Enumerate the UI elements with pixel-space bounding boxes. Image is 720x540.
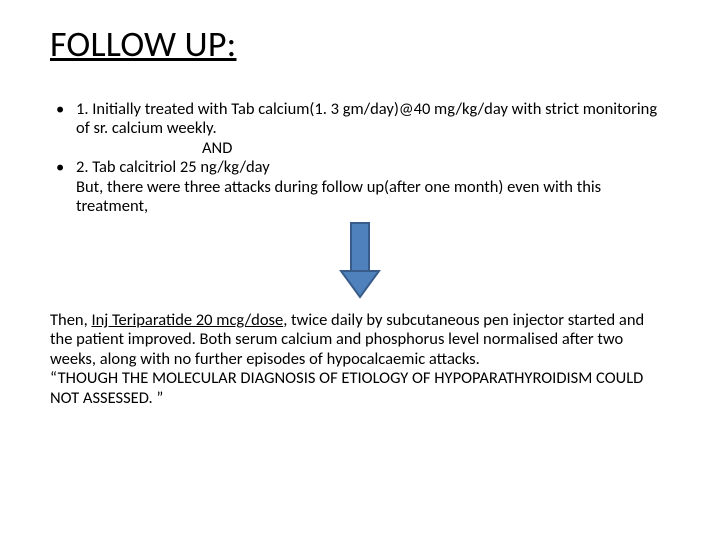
arrow-stem (351, 223, 369, 271)
bullet-dot-icon: • (50, 158, 76, 177)
and-line: AND (50, 139, 670, 158)
down-arrow-icon (339, 221, 381, 299)
but-line: But, there were three attacks during fol… (50, 178, 670, 217)
slide-body: • 1. Initially treated with Tab calcium(… (50, 100, 670, 408)
bullet-2-text: 2. Tab calcitriol 25 ng/kg/day (76, 158, 670, 177)
bullet-item-2: • 2. Tab calcitriol 25 ng/kg/day (50, 158, 670, 177)
bullet-item-1: • 1. Initially treated with Tab calcium(… (50, 100, 670, 139)
slide-title: FOLLOW UP: (50, 22, 670, 66)
bullet-dot-icon: • (50, 100, 76, 139)
slide: FOLLOW UP: • 1. Initially treated with T… (0, 0, 720, 540)
then-paragraph: Then, Inj Teriparatide 20 mcg/dose, twic… (50, 311, 670, 369)
down-arrow-wrap (50, 221, 670, 299)
arrow-head (341, 271, 379, 297)
quote-line: “THOUGH THE MOLECULAR DIAGNOSIS OF ETIOL… (50, 369, 670, 408)
then-prefix: Then, (50, 310, 91, 330)
bullet-1-text: 1. Initially treated with Tab calcium(1.… (76, 100, 670, 139)
then-underlined: Inj Teriparatide 20 mcg/dose (91, 310, 283, 330)
